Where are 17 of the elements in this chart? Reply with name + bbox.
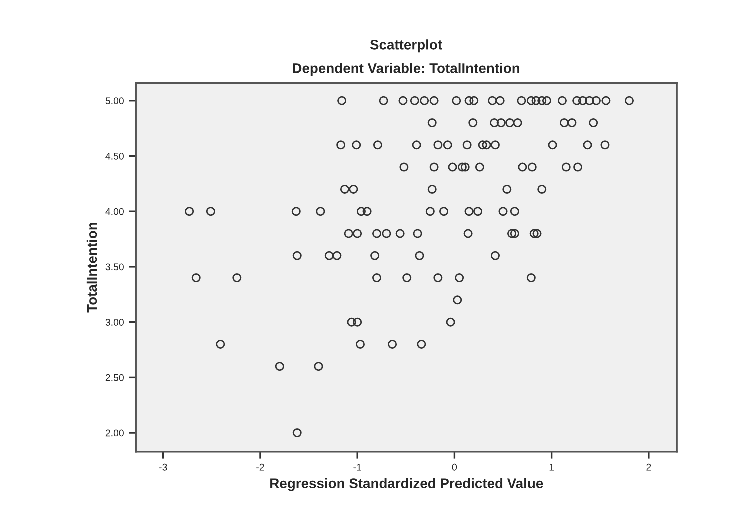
x-tick-label: 1 xyxy=(550,464,554,471)
y-tick-label: 3.50 xyxy=(106,264,124,271)
x-tick-label: 0 xyxy=(452,464,458,471)
x-tick-label: -3 xyxy=(159,464,168,471)
x-axis-title: Regression Standardized Predicted Value xyxy=(270,478,544,492)
chart-subtitle: Dependent Variable: TotalIntention xyxy=(293,63,520,76)
y-tick-label: 4.00 xyxy=(106,208,124,216)
y-tick-label: 5.00 xyxy=(106,98,124,104)
x-tick-label: -2 xyxy=(256,464,264,471)
y-tick-label: 2.00 xyxy=(106,430,124,437)
y-tick-label: 2.50 xyxy=(106,374,124,382)
chart-title: Scatterplot xyxy=(370,40,442,53)
y-tick-label: 3.00 xyxy=(106,319,124,326)
x-tick-label: 2 xyxy=(646,464,652,471)
y-tick-label: 4.50 xyxy=(106,152,124,160)
x-tick-label: -1 xyxy=(354,464,362,471)
y-axis-title: TotalIntention xyxy=(86,222,98,313)
